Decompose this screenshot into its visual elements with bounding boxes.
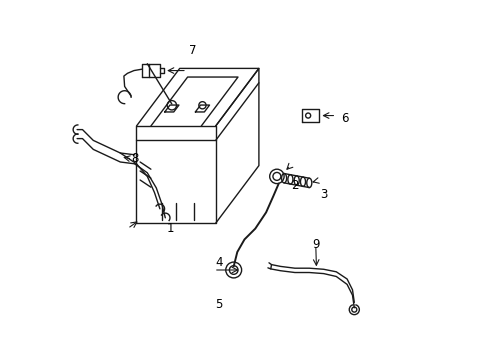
Text: 9: 9 xyxy=(312,238,320,251)
Text: 2: 2 xyxy=(290,179,298,192)
Text: 3: 3 xyxy=(319,188,327,201)
Text: 8: 8 xyxy=(131,152,138,165)
Text: 1: 1 xyxy=(166,222,174,235)
Text: 4: 4 xyxy=(215,256,223,269)
Text: 7: 7 xyxy=(188,44,196,57)
Text: 6: 6 xyxy=(341,112,348,125)
Text: 5: 5 xyxy=(215,298,223,311)
